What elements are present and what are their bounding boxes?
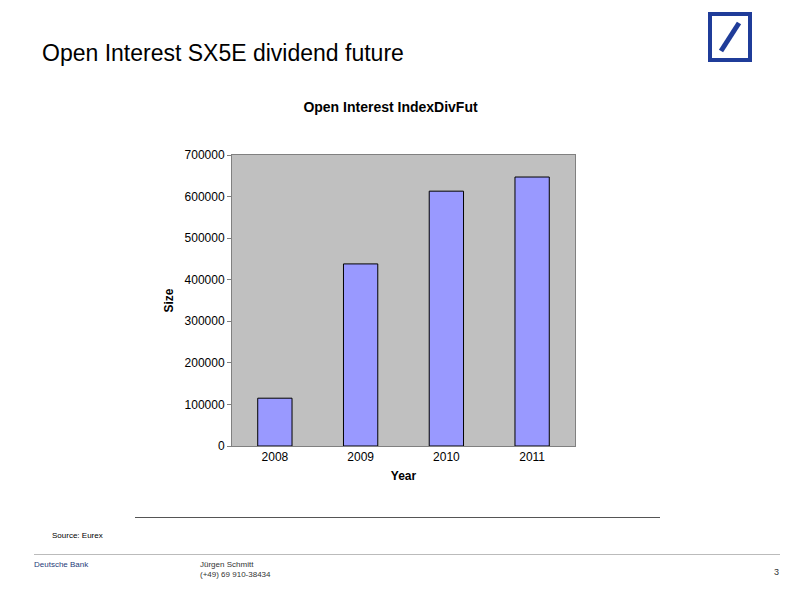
html-text:Open Interest SX5E dividend fu: Open Interest SX5E dividend future: [42, 40, 404, 66]
svg-text:300000: 300000: [185, 314, 225, 328]
html-text:Source: Eurex: Source: Eurex: [52, 531, 103, 540]
svg-text:2011: 2011: [519, 450, 545, 464]
svg-text:0: 0: [218, 439, 225, 453]
svg-text:600000: 600000: [185, 190, 225, 204]
svg-text:500000: 500000: [185, 231, 225, 245]
svg-text:2010: 2010: [433, 450, 460, 464]
svg-text:200000: 200000: [185, 356, 225, 370]
svg-text:Size: Size: [162, 288, 176, 312]
svg-text:700000: 700000: [185, 148, 225, 162]
html-text:Jürgen Schmitt: Jürgen Schmitt: [200, 560, 254, 569]
svg-text:2008: 2008: [262, 450, 289, 464]
html-text:Deutsche Bank: Deutsche Bank: [34, 560, 89, 569]
svg-text:100000: 100000: [185, 398, 225, 412]
svg-text:Open Interest IndexDivFut: Open Interest IndexDivFut: [303, 99, 478, 115]
svg-text:2009: 2009: [347, 450, 374, 464]
html-text:(+49) 69 910-38434: (+49) 69 910-38434: [200, 570, 271, 579]
html-text:3: 3: [774, 567, 779, 577]
svg-text:400000: 400000: [185, 273, 225, 287]
svg-text:Year: Year: [391, 469, 417, 483]
